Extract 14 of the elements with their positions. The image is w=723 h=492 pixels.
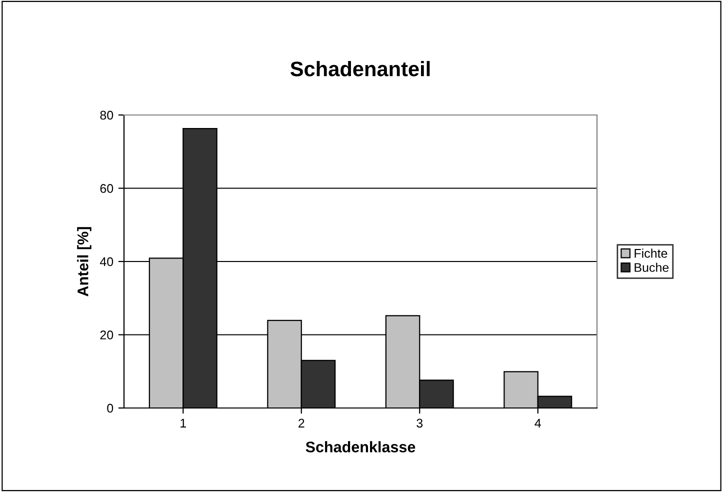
chart-title: Schadenanteil — [290, 61, 430, 76]
y-tick-label: 40 — [100, 257, 114, 266]
y-tick-label: 0 — [107, 404, 114, 413]
y-tick-label: 60 — [100, 184, 114, 193]
y-tick-label: 80 — [100, 110, 114, 120]
x-tick-label: 2 — [298, 418, 304, 428]
y-tick-label: 20 — [100, 330, 114, 340]
x-axis-title: Schadenklasse — [306, 441, 416, 452]
legend-label: Buche — [634, 262, 669, 272]
y-axis-title: Anteil [%] — [77, 227, 92, 296]
x-tick-label: 1 — [180, 418, 186, 428]
x-tick-label: 4 — [534, 418, 541, 428]
legend-label: Fichte — [634, 248, 668, 258]
x-tick-label: 3 — [416, 418, 423, 428]
